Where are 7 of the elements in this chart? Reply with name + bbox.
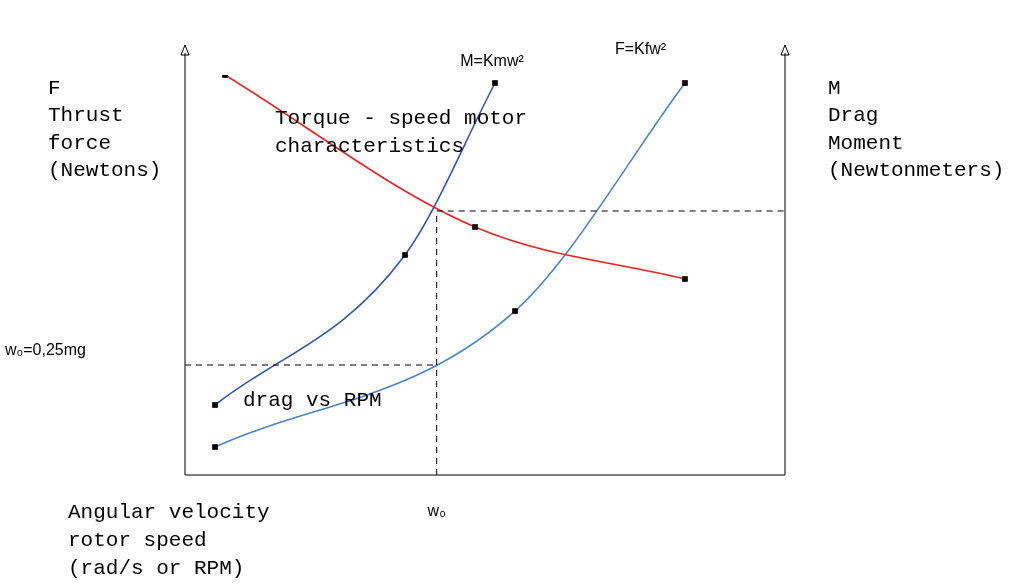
series-label: F=Kfw² [615,40,667,58]
y2-axis-title: M Drag Moment (Newtonmeters) [828,76,1005,183]
text: w₀=0,25mg [4,341,86,359]
text: w₀ [426,502,446,520]
y-axis-title: F Thrust force (Newtons) [48,76,162,183]
series-label: M=Kmw² [460,52,525,70]
x-axis-title: Angular velocity rotor speed (rad/s or RPM) [68,500,270,580]
